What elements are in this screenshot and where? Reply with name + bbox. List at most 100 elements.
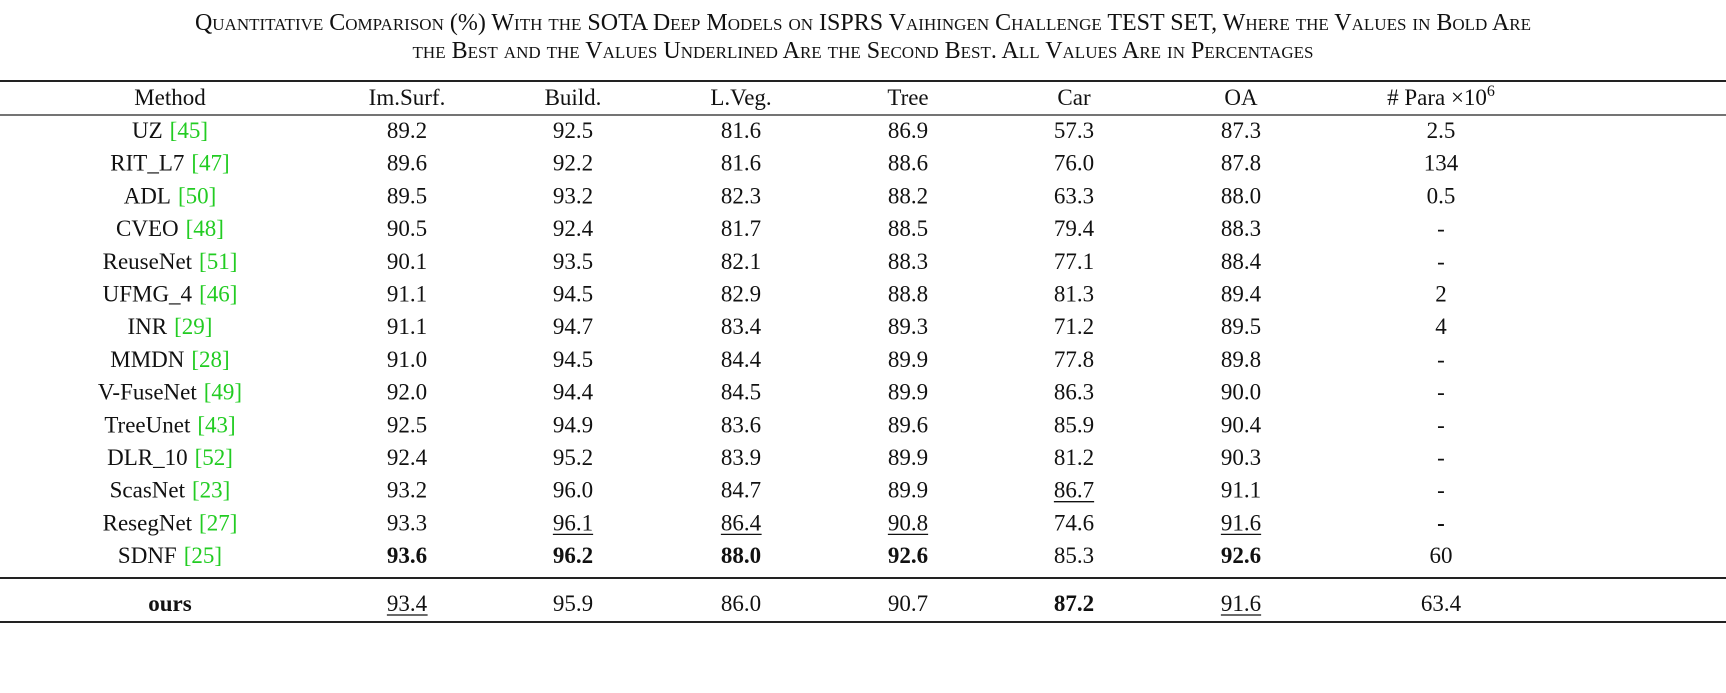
method-ref: [47]: [191, 151, 229, 176]
method-ref: [48]: [186, 216, 224, 241]
value-cell: 95.2: [553, 445, 593, 470]
value-cell: 74.6: [1054, 510, 1094, 535]
method-cell: UFMG_4 [46]: [103, 282, 238, 307]
value-cell: 77.8: [1054, 347, 1094, 372]
value-cell: 89.9: [888, 445, 928, 470]
header-cell: Tree: [887, 85, 928, 110]
value-cell: -: [1437, 216, 1445, 241]
value-cell: 86.4: [721, 510, 762, 535]
value-cell: 94.5: [553, 347, 593, 372]
value-cell: 71.2: [1054, 314, 1094, 339]
method-cell: TreeUnet [43]: [104, 412, 235, 437]
header-cell: Method: [134, 85, 206, 110]
value-cell: 89.2: [387, 118, 427, 143]
method-ref: [51]: [199, 249, 237, 274]
value-cell: 92.5: [553, 118, 593, 143]
caption-line: Quantitative Comparison (%) With the SOT…: [195, 10, 1531, 36]
method-ref: [43]: [197, 412, 235, 437]
value-cell: 95.9: [553, 591, 593, 616]
method-name: ResegNet: [103, 510, 193, 535]
value-cell: 60: [1430, 543, 1453, 568]
value-cell: -: [1437, 445, 1445, 470]
method-name: RIT_L7: [110, 151, 184, 176]
header-cell: Car: [1057, 85, 1091, 110]
value-cell: 88.0: [1221, 183, 1261, 208]
header-cell: # Para ×106: [1387, 83, 1495, 110]
method-name: UFMG_4: [103, 282, 193, 307]
value-cell: 82.9: [721, 282, 761, 307]
value-cell: 96.0: [553, 478, 593, 503]
method-ref: [27]: [199, 510, 237, 535]
method-ref: [46]: [199, 282, 237, 307]
value-cell: 90.1: [387, 249, 427, 274]
value-cell: 96.1: [553, 510, 593, 535]
method-ref: [52]: [195, 445, 233, 470]
value-cell: 89.3: [888, 314, 928, 339]
method-cell: ScasNet [23]: [110, 478, 231, 503]
header-cell: L.Veg.: [710, 85, 771, 110]
value-cell: 86.7: [1054, 478, 1094, 503]
method-name: TreeUnet: [104, 412, 191, 437]
value-cell: 92.0: [387, 380, 427, 405]
value-cell: 89.5: [1221, 314, 1261, 339]
value-cell: 0.5: [1427, 183, 1456, 208]
value-cell: 81.3: [1054, 282, 1094, 307]
value-cell: 89.8: [1221, 347, 1261, 372]
value-cell: 85.9: [1054, 412, 1094, 437]
value-cell: -: [1437, 347, 1445, 372]
method-name: SDNF: [118, 543, 177, 568]
value-cell: 81.6: [721, 151, 761, 176]
value-cell: 93.4: [387, 591, 428, 616]
value-cell: 84.4: [721, 347, 762, 372]
value-cell: 77.1: [1054, 249, 1094, 274]
header-text: # Para ×10: [1387, 85, 1487, 110]
value-cell: 87.8: [1221, 151, 1261, 176]
value-cell: 92.5: [387, 412, 427, 437]
value-cell: 79.4: [1054, 216, 1095, 241]
value-cell: 91.1: [1221, 478, 1261, 503]
header-cell: Build.: [545, 85, 602, 110]
value-cell: 90.4: [1221, 412, 1262, 437]
value-cell: 93.2: [553, 183, 593, 208]
method-ref: [28]: [191, 347, 229, 372]
value-cell: 86.3: [1054, 380, 1094, 405]
value-cell: 94.9: [553, 412, 593, 437]
value-cell: 92.6: [1221, 543, 1261, 568]
value-cell: 2: [1435, 282, 1447, 307]
value-cell: 87.3: [1221, 118, 1261, 143]
value-cell: -: [1437, 510, 1445, 535]
value-cell: -: [1437, 380, 1445, 405]
method-name: INR: [128, 314, 168, 339]
method-cell: UZ [45]: [132, 118, 208, 143]
method-cell: RIT_L7 [47]: [110, 151, 229, 176]
value-cell: 89.6: [888, 412, 928, 437]
method-cell: ours: [148, 591, 192, 616]
value-cell: 83.9: [721, 445, 761, 470]
value-cell: 92.6: [888, 543, 928, 568]
value-cell: 81.2: [1054, 445, 1094, 470]
value-cell: 88.8: [888, 282, 928, 307]
method-cell: V-FuseNet [49]: [98, 380, 242, 405]
value-cell: 89.9: [888, 380, 928, 405]
value-cell: 81.6: [721, 118, 761, 143]
method-cell: SDNF [25]: [118, 543, 222, 568]
value-cell: 91.1: [387, 282, 427, 307]
method-ref: [25]: [184, 543, 222, 568]
method-cell: DLR_10 [52]: [107, 445, 233, 470]
method-cell: CVEO [48]: [116, 216, 224, 241]
value-cell: 92.2: [553, 151, 593, 176]
value-cell: 87.2: [1054, 591, 1094, 616]
method-name: MMDN: [110, 347, 185, 372]
header-cell: OA: [1224, 85, 1258, 110]
method-ref: [45]: [170, 118, 208, 143]
method-ref: [23]: [192, 478, 230, 503]
value-cell: 91.6: [1221, 591, 1261, 616]
method-cell: INR [29]: [128, 314, 213, 339]
value-cell: 88.4: [1221, 249, 1262, 274]
value-cell: 93.3: [387, 510, 427, 535]
value-cell: 83.4: [721, 314, 762, 339]
value-cell: 84.5: [721, 380, 761, 405]
value-cell: 88.5: [888, 216, 928, 241]
method-ref: [49]: [204, 380, 242, 405]
